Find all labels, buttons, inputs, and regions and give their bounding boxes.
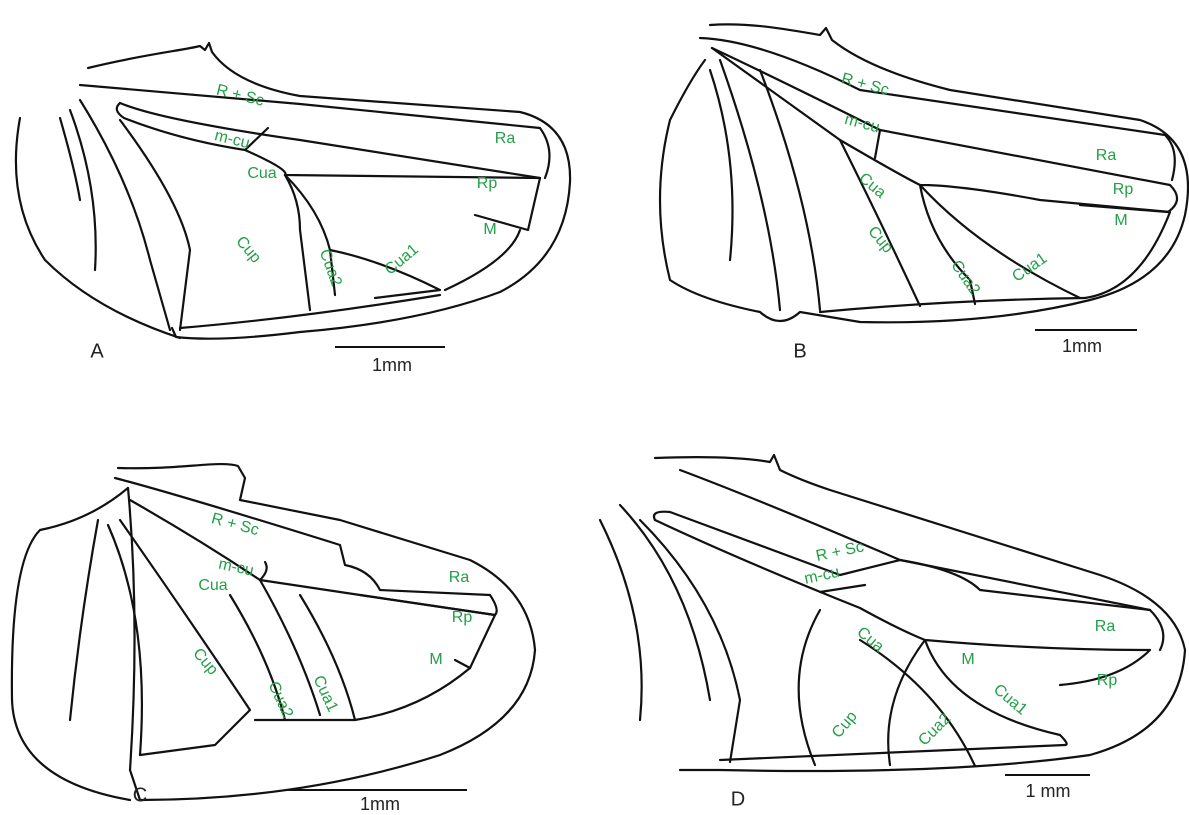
vein-label: Ra xyxy=(1096,147,1117,164)
vein-label: Cup xyxy=(829,708,861,741)
vein-label: Cua2 xyxy=(264,679,296,721)
figure: R + Sc m-cu Ra Cua Rp M Cup Cua2 Cua1 R … xyxy=(0,0,1189,815)
vein-label: Cua2 xyxy=(947,257,983,298)
vein-label: m-cu xyxy=(803,564,841,588)
vein-label: R + Sc xyxy=(209,510,260,539)
vein-label: Rp xyxy=(452,609,473,626)
vein-label: M xyxy=(1114,212,1127,229)
wing-b-drawing xyxy=(660,24,1188,322)
vein-label: Rp xyxy=(1113,181,1134,198)
vein-label: Ra xyxy=(1095,618,1116,635)
vein-label: R + Sc xyxy=(839,70,890,99)
vein-label: M xyxy=(483,221,496,238)
scale-label: 1mm xyxy=(372,355,412,375)
vein-label: M xyxy=(961,651,974,668)
vein-label: Cua xyxy=(855,170,888,202)
vein-label: m-cu xyxy=(217,556,255,580)
vein-label: Cup xyxy=(189,645,221,678)
vein-label: Cua2 xyxy=(915,710,954,749)
panel-label: A xyxy=(90,340,104,362)
vein-label: Cua xyxy=(247,165,276,182)
vein-label: Cup xyxy=(232,233,264,266)
panel-label: D xyxy=(731,788,745,810)
vein-label: m-cu xyxy=(843,111,882,137)
vein-label: Rp xyxy=(1097,672,1118,689)
panel-label: C xyxy=(133,784,147,806)
vein-label: Cup xyxy=(864,223,896,256)
vein-label: Cua xyxy=(853,624,886,656)
vein-label: Ra xyxy=(495,130,516,147)
scale-label: 1 mm xyxy=(1026,781,1071,801)
scale-label: 1mm xyxy=(1062,336,1102,356)
vein-label: Ra xyxy=(449,569,470,586)
scale-label: 1mm xyxy=(360,794,400,814)
vein-label: M xyxy=(429,651,442,668)
panel-label: B xyxy=(793,340,806,362)
vein-label: Cua xyxy=(198,577,227,594)
vein-label: Rp xyxy=(477,175,498,192)
vein-label: R + Sc xyxy=(814,538,865,565)
wing-d-drawing xyxy=(600,455,1185,771)
vein-label: R + Sc xyxy=(214,82,265,110)
wing-c-drawing xyxy=(12,464,535,800)
